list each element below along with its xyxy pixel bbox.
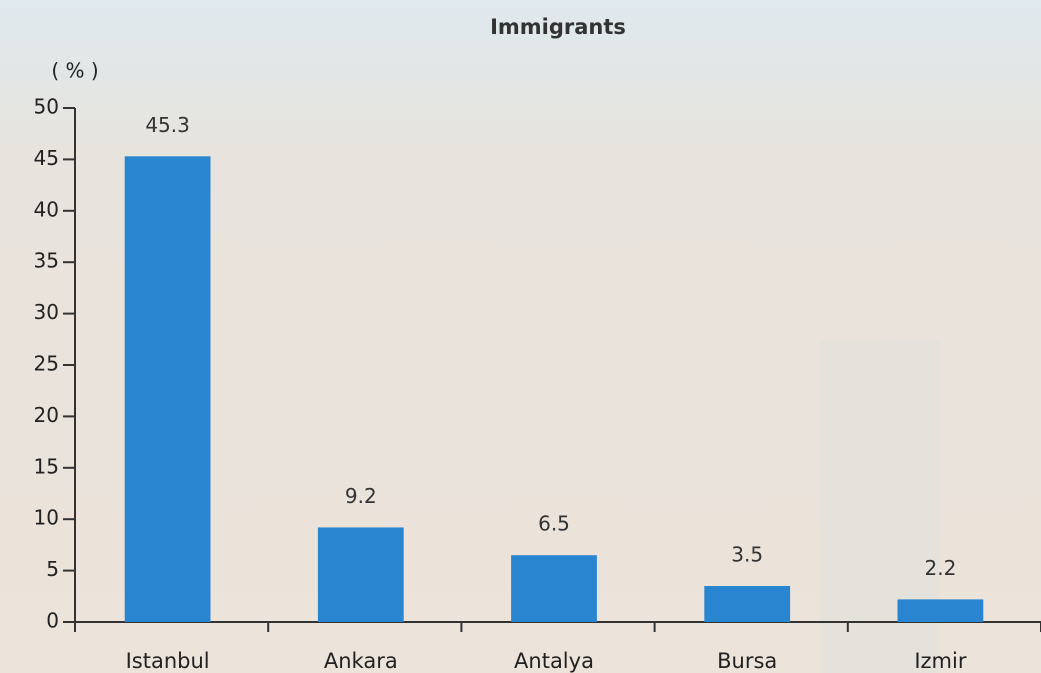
bar: [511, 555, 597, 622]
y-tick-label: 50: [34, 95, 59, 119]
y-tick-label: 0: [46, 609, 59, 633]
y-tick-label: 40: [34, 197, 59, 221]
value-label: 3.5: [731, 543, 763, 567]
y-tick-label: 45: [34, 146, 59, 170]
y-axis-unit: ( % ): [51, 59, 98, 83]
x-tick-label: Ankara: [324, 649, 398, 673]
x-tick-label: Antalya: [514, 649, 594, 673]
bar: [124, 156, 211, 623]
x-tick-label: Bursa: [717, 649, 777, 673]
value-label: 45.3: [145, 113, 190, 137]
background-tower: [820, 340, 940, 673]
bar: [317, 527, 404, 622]
y-tick-label: 20: [34, 403, 59, 427]
bar: [897, 599, 984, 622]
x-tick-label: Izmir: [914, 649, 967, 673]
value-label: 2.2: [924, 556, 956, 580]
y-tick-label: 35: [34, 249, 59, 273]
y-tick-label: 25: [34, 352, 59, 376]
value-label: 9.2: [345, 484, 377, 508]
y-tick-label: 5: [46, 557, 59, 581]
y-tick-label: 15: [34, 454, 59, 478]
y-tick-label: 10: [34, 506, 59, 530]
value-label: 6.5: [538, 512, 570, 536]
bar: [704, 586, 791, 622]
y-tick-label: 30: [34, 300, 59, 324]
chart-title: Immigrants: [490, 15, 626, 39]
x-tick-label: Istanbul: [126, 649, 210, 673]
